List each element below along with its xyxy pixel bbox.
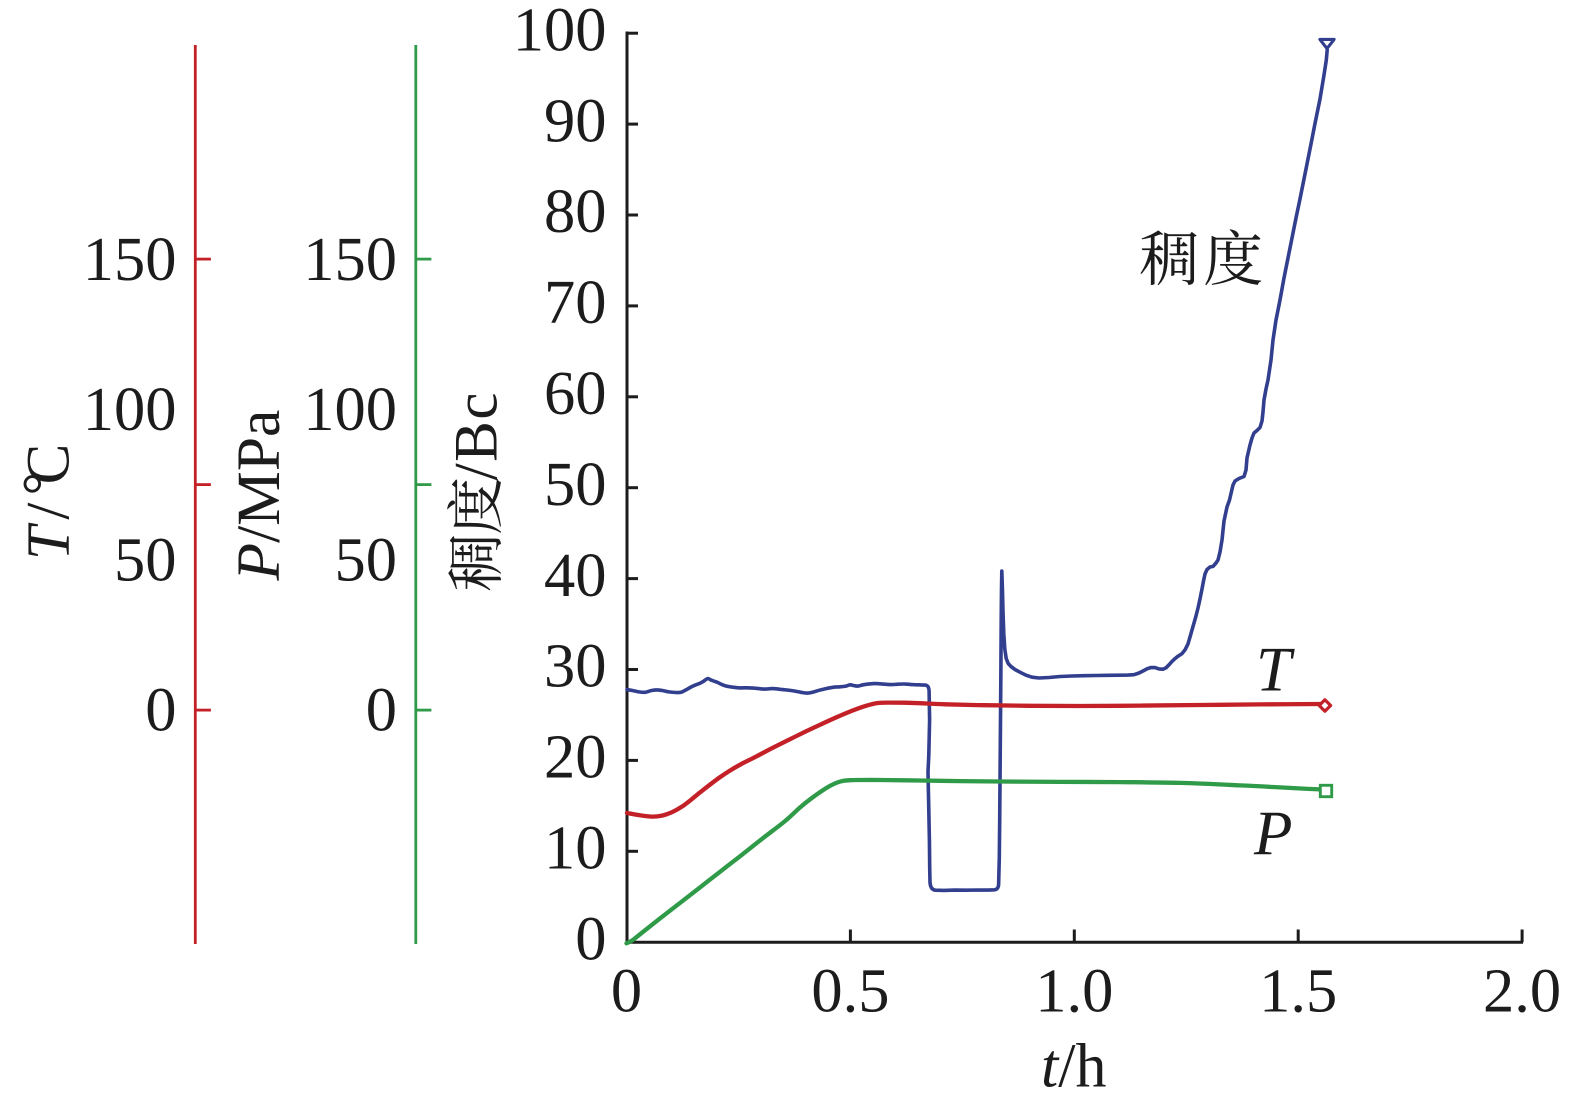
svg-text:50: 50 [544, 449, 607, 519]
svg-text:2.0: 2.0 [1483, 956, 1561, 1026]
svg-text:10: 10 [544, 813, 607, 883]
svg-text:90: 90 [544, 85, 607, 155]
svg-text:150: 150 [303, 224, 397, 294]
svg-text:30: 30 [544, 631, 607, 701]
svg-text:100: 100 [303, 374, 397, 444]
svg-text:40: 40 [544, 540, 607, 610]
svg-text:t/h: t/h [1041, 1033, 1106, 1101]
svg-text:70: 70 [544, 267, 607, 337]
svg-text:100: 100 [513, 0, 607, 64]
svg-text:1.5: 1.5 [1259, 956, 1337, 1026]
svg-text:/Bc: /Bc [444, 391, 511, 480]
svg-text:0: 0 [145, 675, 176, 745]
svg-text:50: 50 [114, 524, 177, 594]
svg-text:150: 150 [83, 224, 177, 294]
svg-text:0.5: 0.5 [811, 956, 889, 1026]
svg-text:80: 80 [544, 176, 607, 246]
svg-text:P/MPa: P/MPa [225, 410, 293, 582]
svg-text:1.0: 1.0 [1035, 956, 1113, 1026]
svg-text:100: 100 [83, 374, 177, 444]
svg-text:60: 60 [544, 358, 607, 428]
svg-text:0: 0 [366, 675, 397, 745]
svg-text:T: T [1256, 635, 1295, 705]
svg-text:0: 0 [611, 956, 642, 1026]
svg-text:50: 50 [335, 524, 398, 594]
svg-text:P: P [1253, 799, 1292, 869]
svg-text:20: 20 [544, 722, 607, 792]
svg-text:0: 0 [575, 903, 606, 973]
